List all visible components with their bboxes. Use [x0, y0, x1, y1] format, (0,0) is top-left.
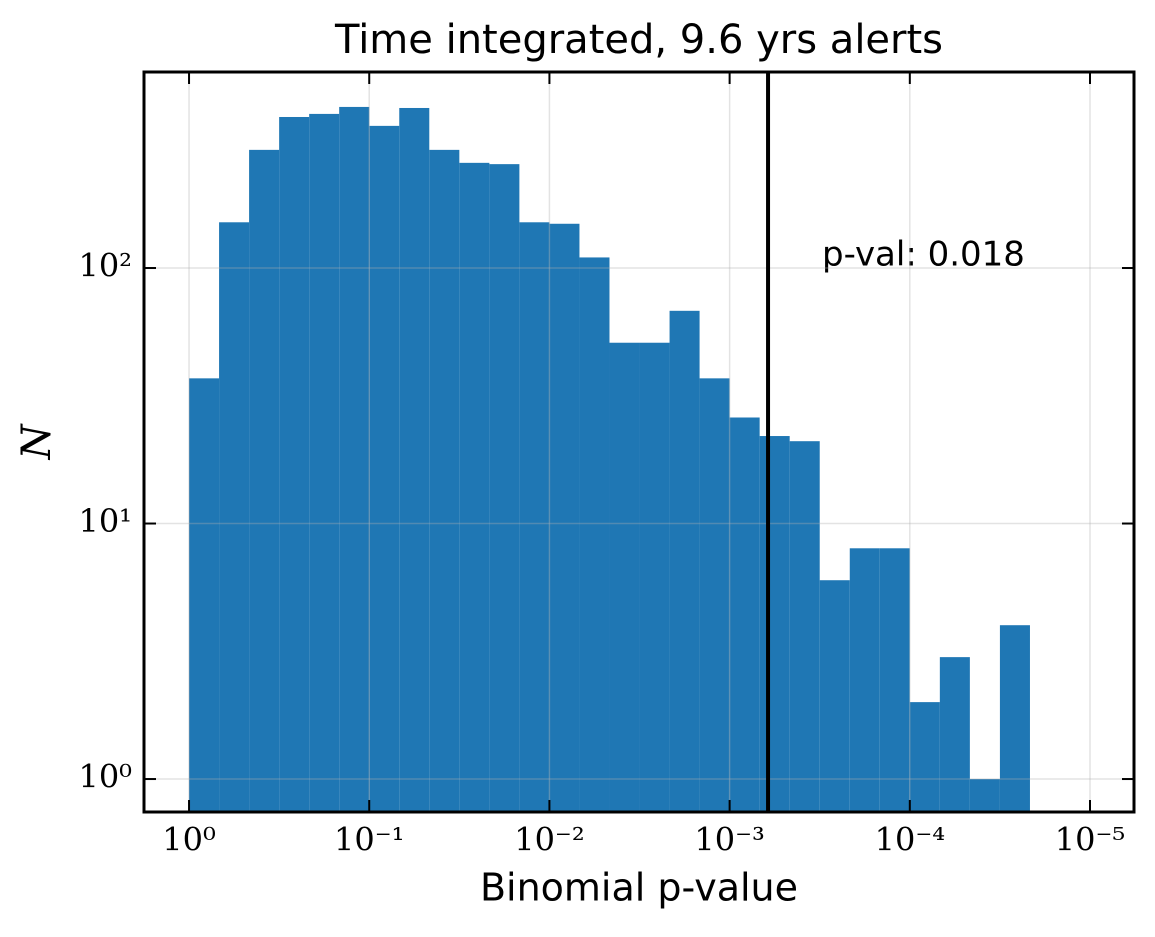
bar	[849, 548, 880, 812]
bar	[189, 378, 220, 812]
x-tick-label: 10⁻²	[514, 821, 584, 859]
bar	[279, 116, 310, 812]
x-tick-label: 10⁻¹	[334, 821, 404, 859]
bar	[399, 107, 430, 812]
bar	[549, 223, 580, 812]
bar	[459, 162, 490, 813]
y-tick-label: 10²	[78, 247, 132, 285]
y-tick-label: 10⁰	[78, 758, 132, 796]
bar	[429, 149, 460, 812]
bar	[759, 436, 790, 812]
bar	[219, 222, 250, 813]
x-tick-label: 10⁰	[162, 821, 216, 859]
bar	[729, 417, 760, 812]
bar	[639, 342, 670, 812]
bar	[249, 149, 280, 812]
bar	[369, 125, 400, 812]
x-tick-label: 10⁻⁵	[1055, 821, 1125, 859]
x-tick-label: 10⁻³	[694, 821, 764, 859]
plot-frame	[142, 70, 1136, 814]
bar	[789, 441, 820, 812]
bar	[819, 580, 850, 812]
bar	[309, 113, 340, 812]
x-axis-label: Binomial p-value	[480, 866, 798, 910]
bar	[699, 378, 730, 812]
bar	[909, 702, 940, 812]
annotation: p-val: 0.018	[822, 235, 1025, 275]
chart-title: Time integrated, 9.6 yrs alerts	[334, 17, 943, 63]
bar	[999, 625, 1030, 812]
bar	[939, 657, 970, 812]
bar	[519, 222, 550, 813]
x-tick-label: 10⁻⁴	[875, 821, 945, 859]
bar	[879, 548, 910, 812]
bar	[579, 257, 610, 813]
bar	[669, 310, 700, 812]
bar	[489, 164, 520, 812]
bar	[969, 779, 1000, 812]
bar	[609, 342, 640, 812]
y-tick-label: 10¹	[78, 502, 132, 540]
y-axis-label: N	[14, 423, 60, 461]
bar	[339, 106, 370, 813]
